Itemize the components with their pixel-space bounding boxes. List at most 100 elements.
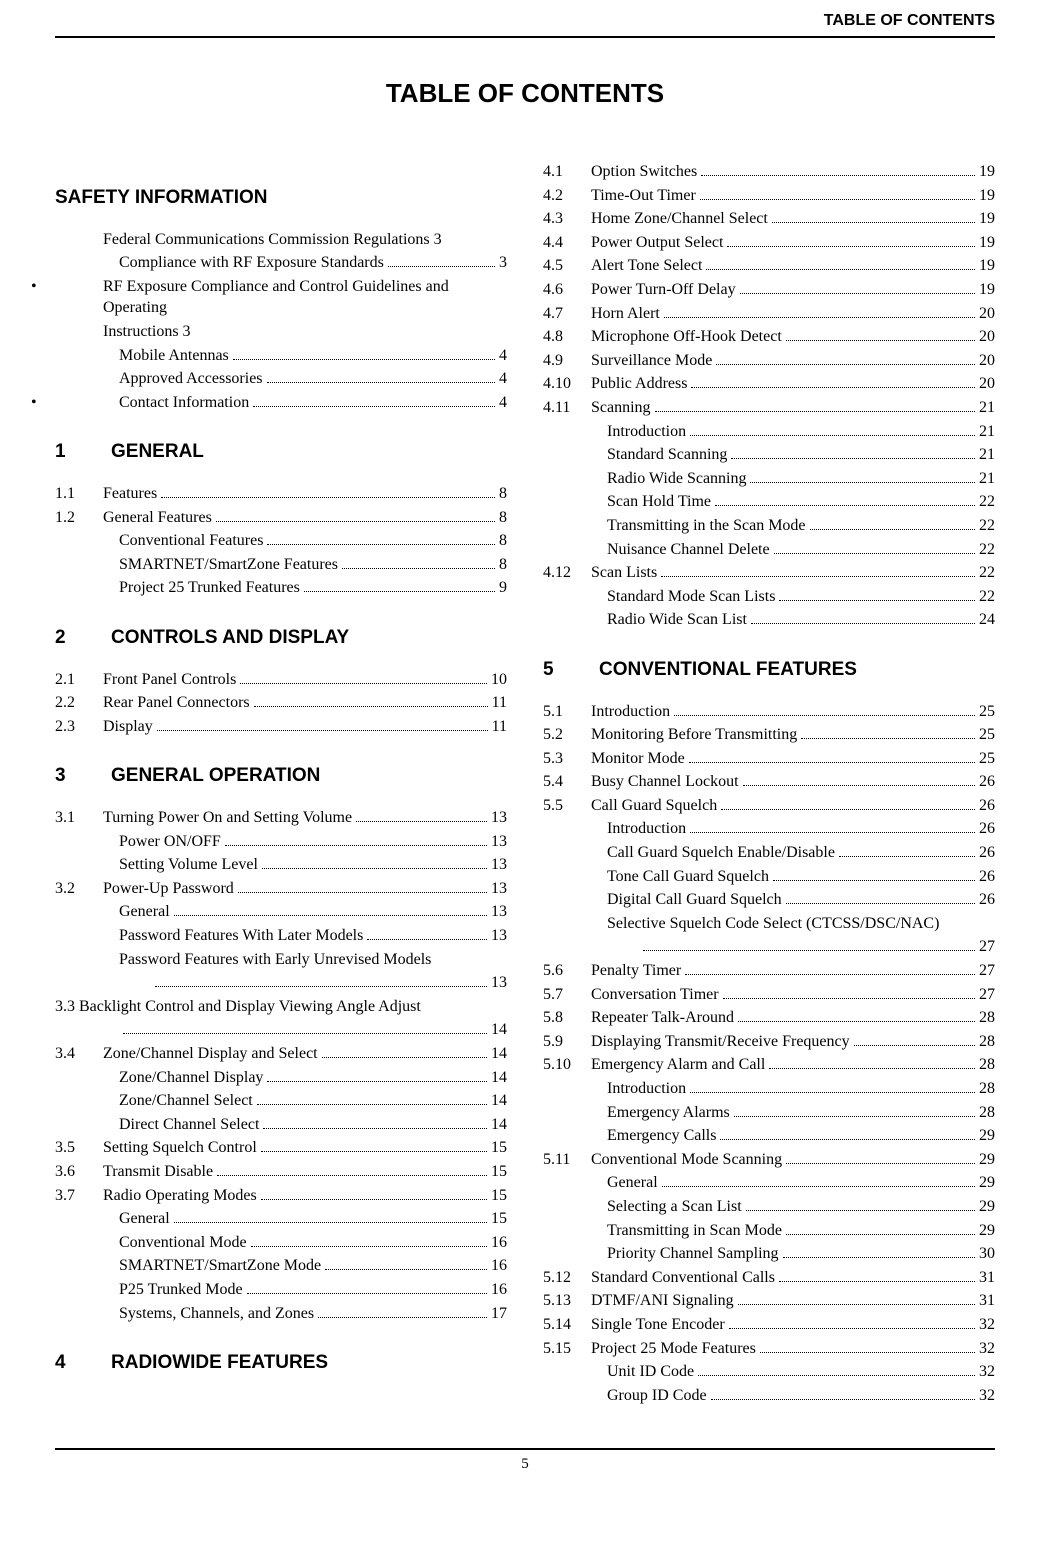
toc-leader-dots — [254, 706, 488, 707]
page: TABLE OF CONTENTS TABLE OF CONTENTS SAFE… — [0, 0, 1050, 1563]
toc-leader-dots — [801, 738, 975, 739]
toc-leader-dots — [746, 1210, 975, 1211]
toc-entry-page: 21 — [979, 468, 995, 490]
toc-leader-dots — [786, 1163, 975, 1164]
toc-entry-page: 26 — [979, 842, 995, 864]
toc-leader-dots — [238, 892, 487, 893]
toc-leader-dots — [839, 856, 975, 857]
section-heading: SAFETY INFORMATION — [55, 185, 507, 211]
toc-leader-dots — [779, 600, 975, 601]
section-number: 4 — [55, 1350, 83, 1376]
toc-entry: 3.1Turning Power On and Setting Volume13 — [55, 807, 507, 829]
toc-entry: 5.4Busy Channel Lockout26 — [543, 771, 995, 793]
toc-entry: Power ON/OFF13 — [55, 831, 507, 853]
toc-entry-label: Time-Out Timer — [591, 185, 696, 207]
section-heading: 4 RADIOWIDE FEATURES — [55, 1350, 507, 1376]
toc-entry-page: 28 — [979, 1054, 995, 1076]
toc-entry-page: 24 — [979, 609, 995, 631]
toc-entry-number: 3.6 — [55, 1161, 103, 1183]
toc-entry-label: Project 25 Trunked Features — [119, 577, 300, 599]
toc-entry-number: 5.15 — [543, 1338, 591, 1360]
toc-leader-dots — [174, 915, 487, 916]
toc-entry: 5.10Emergency Alarm and Call28 — [543, 1054, 995, 1076]
toc-entry: 1.1Features8 — [55, 483, 507, 505]
toc-entry-page: 22 — [979, 491, 995, 513]
toc-leader-dots — [783, 1257, 975, 1258]
toc-leader-dots — [750, 482, 975, 483]
toc-leader-dots — [240, 683, 487, 684]
toc-entry-label: Power-Up Password — [103, 878, 234, 900]
toc-entry: Standard Mode Scan Lists22 — [543, 586, 995, 608]
toc-leader-dots — [779, 1281, 975, 1282]
toc-entry-label: Setting Volume Level — [119, 854, 258, 876]
toc-entry: 3.7Radio Operating Modes15 — [55, 1185, 507, 1207]
toc-entry: Call Guard Squelch Enable/Disable26 — [543, 842, 995, 864]
toc-left-column: SAFETY INFORMATION Federal Communications… — [55, 159, 507, 1408]
toc-leader-dots — [773, 880, 975, 881]
toc-entry: Zone/Channel Select 14 — [55, 1090, 507, 1112]
toc-entry-page: 28 — [979, 1102, 995, 1124]
toc-leader-dots — [267, 382, 495, 383]
toc-entry: Selecting a Scan List29 — [543, 1196, 995, 1218]
section-number: 2 — [55, 625, 83, 651]
toc-entry-page: 26 — [979, 818, 995, 840]
toc-leader-dots — [774, 553, 975, 554]
toc-entry: Group ID Code32 — [543, 1385, 995, 1407]
toc-entry-page: 30 — [979, 1243, 995, 1265]
toc-entry: Introduction26 — [543, 818, 995, 840]
toc-entry-page: 29 — [979, 1196, 995, 1218]
toc-entry-number: 5.3 — [543, 748, 591, 770]
toc-entry-number: 5.12 — [543, 1267, 591, 1289]
toc-text-line: Password Features with Early Unrevised M… — [55, 949, 507, 971]
toc-entry-label: Priority Channel Sampling — [607, 1243, 779, 1265]
toc-entry: 27 — [543, 936, 995, 958]
toc-entry: Conventional Mode16 — [55, 1232, 507, 1254]
toc-entry: 1.2General Features8 — [55, 507, 507, 529]
section-label: RADIOWIDE FEATURES — [111, 1350, 328, 1376]
toc-entry-label: Zone/Channel Select — [119, 1090, 253, 1112]
toc-entry-label: Horn Alert — [591, 303, 660, 325]
toc-entry-page: 31 — [979, 1267, 995, 1289]
toc-entry: 3.2Power-Up Password13 — [55, 878, 507, 900]
toc-text-line: Federal Communications Commission Regula… — [55, 229, 507, 251]
toc-entry-label: Power Turn-Off Delay — [591, 279, 736, 301]
toc-entry: 5.15Project 25 Mode Features32 — [543, 1338, 995, 1360]
toc-leader-dots — [772, 222, 975, 223]
toc-leader-dots — [701, 175, 975, 176]
toc-entry-page: 13 — [491, 878, 507, 900]
toc-entry: 5.5Call Guard Squelch26 — [543, 795, 995, 817]
toc-entry-label: General — [119, 901, 170, 923]
toc-leader-dots — [643, 950, 975, 951]
section-heading: 2CONTROLS AND DISPLAY — [55, 625, 507, 651]
toc-entry-number: 5.1 — [543, 701, 591, 723]
toc-entry-page: 15 — [491, 1185, 507, 1207]
toc-leader-dots — [721, 809, 975, 810]
bullet-icon: • — [31, 276, 37, 298]
toc-entry-page: 14 — [491, 1090, 507, 1112]
toc-leader-dots — [716, 364, 975, 365]
toc-entry: Setting Volume Level13 — [55, 854, 507, 876]
toc-entry: Standard Scanning21 — [543, 444, 995, 466]
toc-entry: Unit ID Code32 — [543, 1361, 995, 1383]
toc-entry-page: 29 — [979, 1220, 995, 1242]
toc-entry-number: 2.3 — [55, 716, 103, 738]
toc-entry-number: 4.9 — [543, 350, 591, 372]
toc-entry-page: 8 — [499, 483, 507, 505]
toc-entry-page: 20 — [979, 303, 995, 325]
toc-entry-number: 5.7 — [543, 984, 591, 1006]
toc-entry-label: Systems, Channels, and Zones — [119, 1303, 314, 1325]
toc-entry-page: 22 — [979, 586, 995, 608]
toc-leader-dots — [729, 1328, 975, 1329]
toc-leader-dots — [155, 986, 487, 987]
toc-leader-dots — [664, 317, 975, 318]
section-number: 5 — [543, 657, 571, 683]
toc-leader-dots — [247, 1293, 487, 1294]
toc-entry-page: 19 — [979, 232, 995, 254]
toc-entry: Emergency Calls29 — [543, 1125, 995, 1147]
toc-entry: 5.14Single Tone Encoder32 — [543, 1314, 995, 1336]
toc-leader-dots — [690, 832, 975, 833]
toc-entry-page: 13 — [491, 901, 507, 923]
toc-entry: 4.10Public Address20 — [543, 373, 995, 395]
toc-entry-page: 10 — [491, 669, 507, 691]
toc-entry-label: Single Tone Encoder — [591, 1314, 725, 1336]
